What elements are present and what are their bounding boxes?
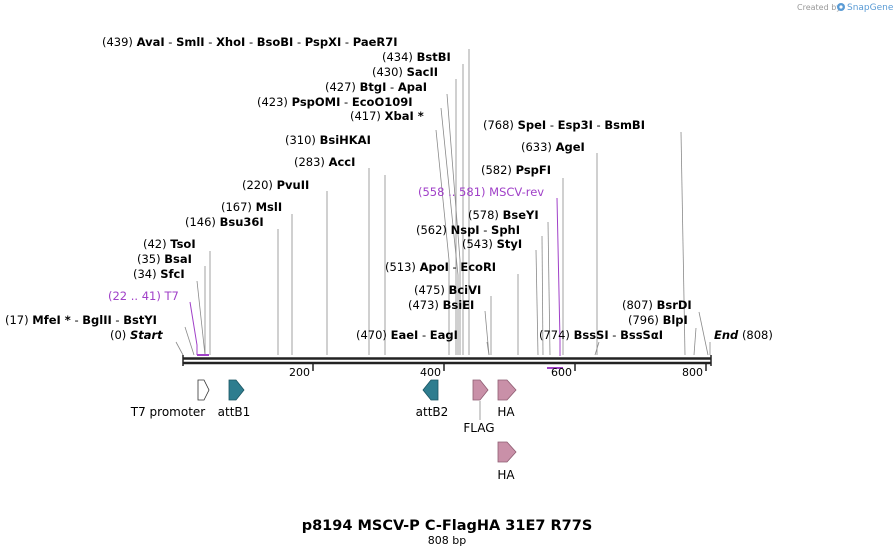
- site-label[interactable]: (283) AccI: [294, 155, 355, 169]
- site-label[interactable]: (439) AvaI - SmlI - XhoI - BsoBI - PspXI…: [102, 35, 398, 49]
- leader-line: [486, 341, 490, 356]
- leader-line: [547, 221, 551, 356]
- site-label[interactable]: (167) MslI: [221, 200, 282, 214]
- site-label[interactable]: (220) PvuII: [242, 178, 309, 192]
- site-label[interactable]: (475) BciVI: [414, 283, 481, 297]
- ruler-tick-label: 800: [682, 366, 703, 379]
- snapgene-brand-text: SnapGene: [847, 3, 894, 13]
- site-label[interactable]: (473) BsiEI: [408, 298, 474, 312]
- site-label[interactable]: (470) EaeI - EagI: [356, 328, 458, 342]
- site-label[interactable]: (633) AgeI: [521, 140, 585, 154]
- t7-promoter-arrow-icon[interactable]: [197, 379, 210, 401]
- ha-arrow-icon-second[interactable]: [497, 441, 517, 463]
- ha-arrow-icon[interactable]: [497, 379, 517, 401]
- map-length: 808 bp: [428, 534, 466, 547]
- feature-label-flag: FLAG: [463, 421, 494, 435]
- leader-line: [680, 131, 686, 356]
- site-label[interactable]: (768) SpeI - Esp3I - BsmBI: [483, 118, 645, 132]
- ruler: 200 400 600 800: [289, 363, 707, 379]
- leader-line: [196, 280, 206, 356]
- leader-line: [541, 235, 544, 356]
- leader-line: [535, 249, 539, 356]
- primer-t7-bar[interactable]: [197, 354, 209, 356]
- site-label[interactable]: (35) BsaI: [137, 252, 192, 266]
- primer-label-t7[interactable]: (22 .. 41) T7: [108, 289, 179, 303]
- site-label[interactable]: (796) BlpI: [628, 313, 688, 327]
- site-label[interactable]: (310) BsiHKAI: [285, 133, 371, 147]
- site-label[interactable]: (146) Bsu36I: [185, 215, 264, 229]
- created-by-text: Created by: [797, 3, 841, 12]
- snapgene-logo-icon: [837, 3, 845, 11]
- feature-label-attb1: attB1: [218, 405, 251, 419]
- features: T7 promoter attB1 attB2 FLAG HA HA: [130, 379, 517, 482]
- site-label[interactable]: (430) SacII: [372, 65, 438, 79]
- site-leader-lines: [175, 49, 711, 356]
- site-label[interactable]: (513) ApoI - EcoRI: [385, 260, 496, 274]
- primer-label-mscv-rev[interactable]: (558 .. 581) MSCV-rev: [418, 185, 544, 199]
- site-label[interactable]: (562) NspI - SphI: [416, 223, 520, 237]
- leader-line: [698, 311, 709, 356]
- feature-label-ha: HA: [497, 405, 515, 419]
- ruler-tick-label: 600: [551, 366, 572, 379]
- leader-line: [184, 326, 195, 356]
- leader-line: [484, 310, 490, 356]
- site-label[interactable]: (807) BsrDI: [622, 298, 692, 312]
- attb2-arrow-icon[interactable]: [422, 379, 439, 401]
- site-label[interactable]: (543) StyI: [462, 237, 522, 251]
- site-label[interactable]: (423) PspOMI - EcoO109I: [257, 95, 413, 109]
- site-label[interactable]: (34) SfcI: [133, 267, 185, 281]
- site-label[interactable]: (17) MfeI * - BglII - BstYI: [5, 313, 157, 327]
- leader-line: [440, 107, 459, 355]
- leader-line: [693, 327, 697, 356]
- primer-leader-lines: [189, 197, 561, 356]
- leader-line: [446, 93, 461, 355]
- site-label[interactable]: (417) XbaI *: [350, 109, 424, 123]
- attb1-arrow-icon[interactable]: [228, 379, 245, 401]
- flag-arrow-icon[interactable]: [472, 379, 489, 401]
- site-label[interactable]: (427) BtgI - ApaI: [325, 80, 427, 94]
- ruler-tick-label: 400: [420, 366, 441, 379]
- feature-label-ha-second: HA: [497, 468, 515, 482]
- primer-leader-line: [556, 197, 561, 356]
- feature-label-t7-promoter: T7 promoter: [130, 405, 206, 419]
- end-label: End (808): [714, 328, 773, 342]
- site-label[interactable]: (42) TsoI: [143, 237, 196, 251]
- feature-label-attb2: attB2: [416, 405, 449, 419]
- start-label: (0) Start: [110, 328, 163, 342]
- restriction-site-labels: (439) AvaI - SmlI - XhoI - BsoBI - PspXI…: [5, 35, 773, 342]
- site-label[interactable]: (578) BseYI: [468, 208, 539, 222]
- primer-mscv-rev-bar[interactable]: [547, 367, 563, 369]
- ruler-tick-label: 200: [289, 366, 310, 379]
- site-label[interactable]: (582) PspFI: [481, 163, 551, 177]
- dna-backbone: [182, 355, 712, 366]
- site-label[interactable]: (434) BstBI: [382, 50, 451, 64]
- primer-leader-line: [189, 301, 198, 355]
- leader-line: [435, 129, 450, 355]
- leader-line: [175, 341, 184, 356]
- map-title: p8194 MSCV-P C-FlagHA 31E7 R77S: [302, 518, 593, 534]
- leader-line: [594, 341, 600, 356]
- site-label[interactable]: (774) BssSI - BssSαI: [539, 328, 663, 342]
